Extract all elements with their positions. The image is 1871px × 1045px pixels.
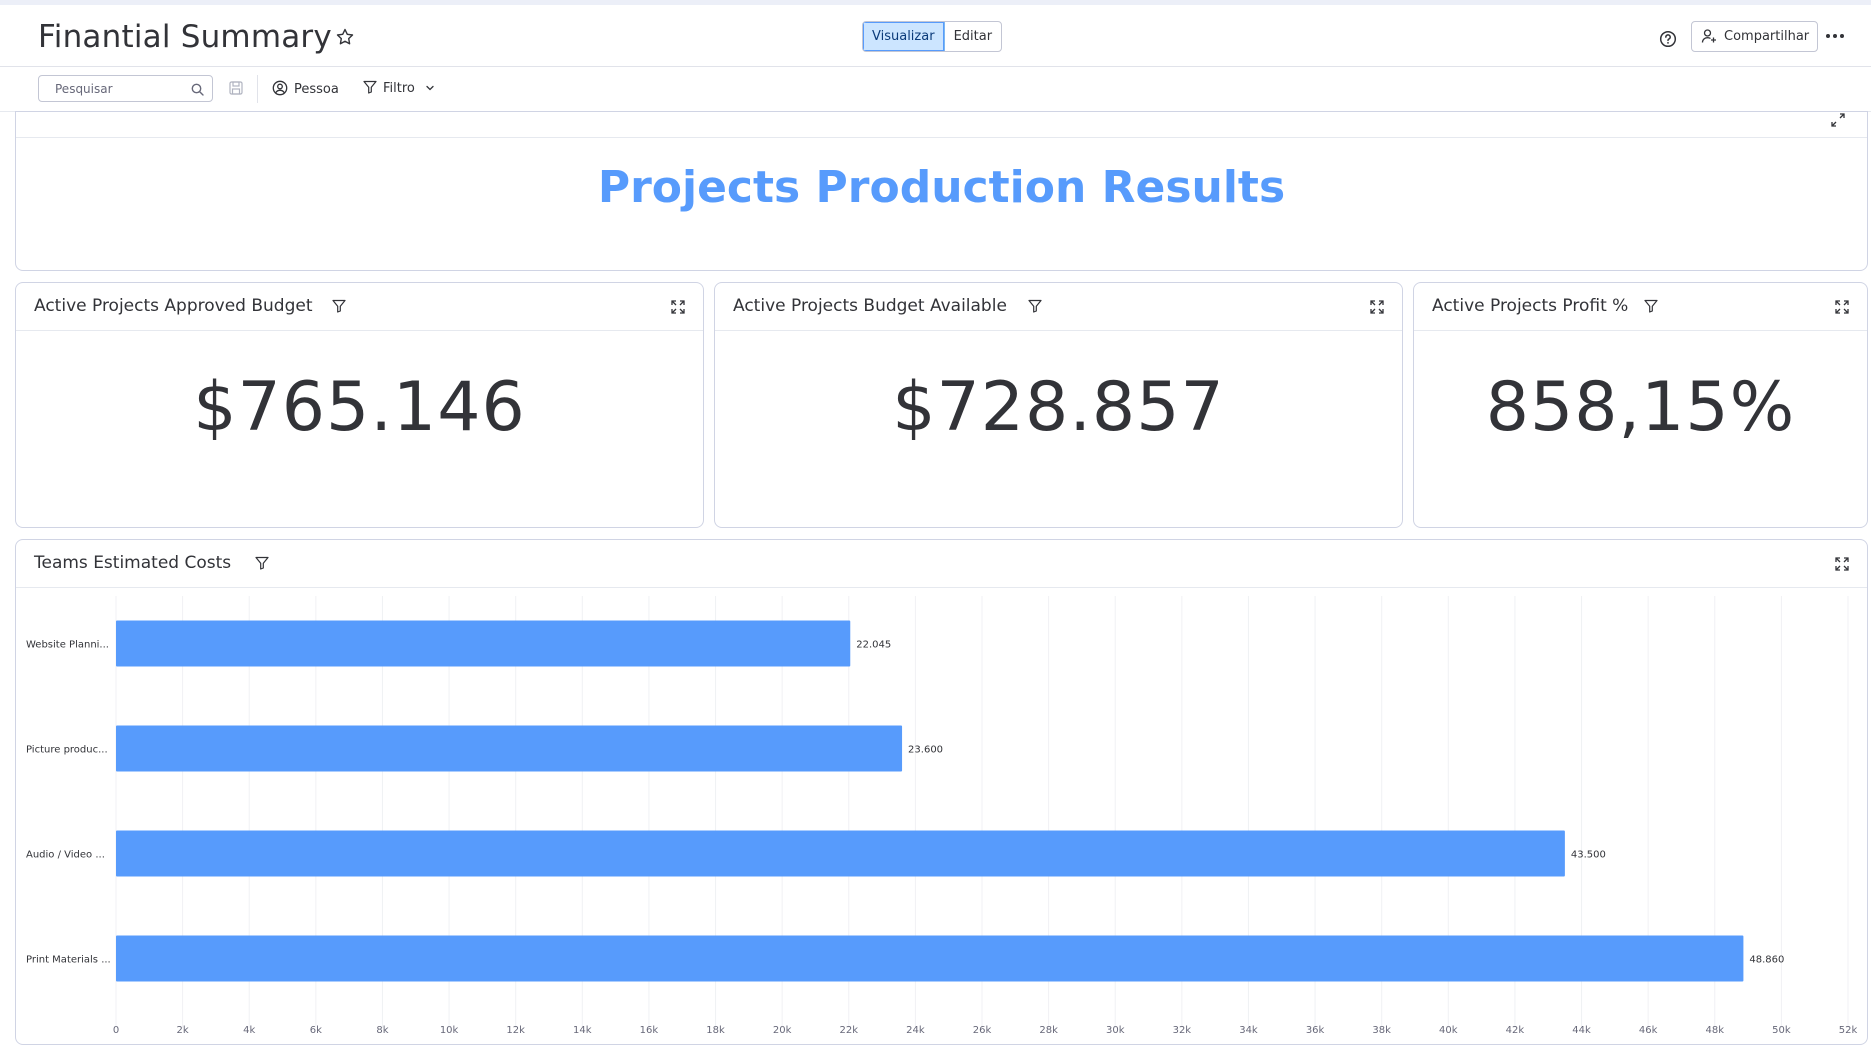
x-tick-label: 48k [1706,1025,1725,1036]
search-box [38,75,213,102]
filter-icon[interactable] [255,556,269,570]
filter-icon[interactable] [332,299,346,313]
visualizar-button[interactable]: Visualizar [863,22,945,51]
card-title: Teams Estimated Costs [34,553,232,573]
filter-icon[interactable] [1644,299,1658,313]
bar [116,725,903,772]
page-title: Finantial Summary [38,19,332,55]
kpi-card-profit-percent: Active Projects Profit % 858,15% [1413,282,1868,528]
x-tick-label: 50k [1772,1025,1791,1036]
data-label: 22.045 [856,640,891,651]
category-label: Website Planni... [26,640,109,651]
expand-icon[interactable] [1835,300,1849,314]
x-tick-label: 8k [376,1025,388,1036]
x-tick-label: 10k [440,1025,459,1036]
person-label: Pessoa [294,82,339,97]
add-person-icon [1701,29,1716,43]
expand-icon[interactable] [671,300,685,314]
filter-icon [363,80,377,94]
x-axis-label: Est Cost [960,1042,1006,1044]
chart-card-team-costs: Teams Estimated Costs Website Planni... 2… [15,539,1868,1045]
x-tick-label: 6k [310,1025,322,1036]
bar [116,830,1565,877]
x-tick-label: 20k [773,1025,792,1036]
kpi-card-approved-budget: Active Projects Approved Budget $765.146 [15,282,704,528]
save-view-icon[interactable] [229,81,243,95]
data-label: 43.500 [1571,850,1606,861]
expand-icon[interactable] [1370,300,1384,314]
x-tick-label: 40k [1439,1025,1458,1036]
kpi-value: $765.146 [193,368,526,447]
data-label: 48.860 [1749,955,1784,966]
expand-icon[interactable] [1831,113,1845,127]
category-label: Picture produc... [26,745,108,756]
x-tick-label: 2k [177,1025,189,1036]
dashboard-header: Finantial Summary Visualizar Editar Comp… [0,5,1871,67]
x-tick-label: 4k [243,1025,255,1036]
search-icon[interactable] [191,83,204,96]
x-tick-label: 30k [1106,1025,1125,1036]
x-tick-label: 28k [1039,1025,1058,1036]
x-tick-label: 18k [706,1025,725,1036]
kpi-value: $728.857 [892,368,1225,447]
filter-icon[interactable] [1028,299,1042,313]
x-tick-label: 14k [573,1025,592,1036]
x-tick-label: 36k [1306,1025,1325,1036]
board-toolbar: Pessoa Filtro [0,67,1871,112]
card-header: Active Projects Profit % [1414,283,1867,331]
bar [116,935,1744,982]
top-strip [0,0,1871,5]
bar [116,620,851,667]
more-options-icon[interactable] [1824,31,1846,41]
person-icon [272,80,288,96]
star-icon[interactable] [335,27,355,47]
card-title: Active Projects Budget Available [733,296,1007,316]
x-tick-label: 38k [1372,1025,1391,1036]
card-title: Active Projects Profit % [1432,296,1629,316]
expand-icon[interactable] [1835,557,1849,571]
x-tick-label: 0 [113,1025,119,1036]
x-tick-label: 26k [973,1025,992,1036]
x-tick-label: 52k [1839,1025,1858,1036]
card-header: Teams Estimated Costs [16,540,1867,588]
kpi-value: 858,15% [1485,368,1796,447]
filter-button[interactable]: Filtro [363,80,441,96]
card-title: Active Projects Approved Budget [34,296,313,316]
x-tick-label: 12k [506,1025,525,1036]
data-label: 23.600 [908,745,943,756]
editar-button[interactable]: Editar [953,29,993,44]
card-header: Active Projects Approved Budget [16,283,703,331]
person-filter-button[interactable]: Pessoa [272,80,339,97]
toolbar-divider [257,75,258,103]
banner-title: Projects Production Results [597,162,1286,213]
share-button[interactable]: Compartilhar [1691,21,1819,52]
x-tick-label: 24k [906,1025,925,1036]
card-header: Active Projects Budget Available [715,283,1402,331]
x-tick-label: 32k [1173,1025,1192,1036]
filter-label: Filtro [383,81,415,96]
x-tick-label: 46k [1639,1025,1658,1036]
kpi-card-budget-available: Active Projects Budget Available $728.85… [714,282,1403,528]
category-label: Print Materials ... [26,955,111,966]
x-tick-label: 34k [1239,1025,1258,1036]
chevron-down-icon [426,85,434,91]
help-icon[interactable] [1659,30,1677,48]
banner-header-divider [16,137,1867,138]
team-costs-bar-chart: Website Planni... 22.045 Picture produc...… [26,596,1858,1044]
x-tick-label: 16k [640,1025,659,1036]
banner-widget: Projects Production Results [15,111,1868,271]
search-input[interactable] [53,81,187,97]
share-label: Compartilhar [1724,29,1810,44]
x-tick-label: 22k [840,1025,859,1036]
x-tick-label: 42k [1506,1025,1525,1036]
category-label: Audio / Video ... [26,850,105,861]
x-tick-label: 44k [1572,1025,1591,1036]
view-edit-toggle: Visualizar Editar [862,21,1003,52]
